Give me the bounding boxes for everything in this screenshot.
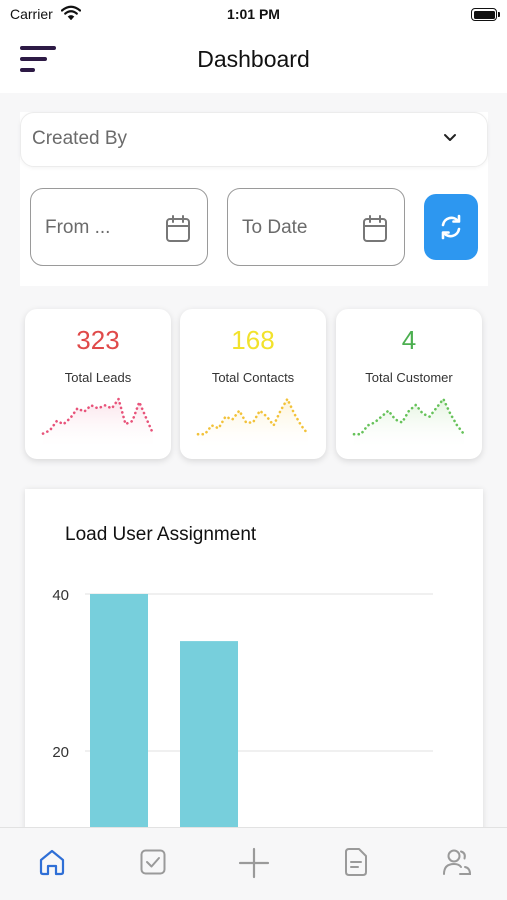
- refresh-button[interactable]: [424, 194, 478, 260]
- nav-bar: Dashboard: [0, 30, 507, 93]
- stat-value: 323: [76, 325, 120, 355]
- menu-icon-line: [20, 57, 47, 61]
- stat-value: 168: [231, 325, 275, 355]
- calendar-icon: [363, 215, 387, 242]
- menu-button[interactable]: [14, 42, 60, 78]
- wifi-icon: [61, 5, 81, 20]
- menu-icon-line: [20, 68, 35, 72]
- created-by-label: Created By: [32, 128, 128, 149]
- home-icon[interactable]: [37, 847, 67, 877]
- filter-panel: Created By From ... To Date: [20, 112, 488, 286]
- stat-card-customers[interactable]: 4 Total Customer: [336, 309, 482, 459]
- chart-title: Load User Assignment: [65, 524, 257, 545]
- bar: [90, 594, 148, 834]
- sparkline-chart: [352, 396, 466, 447]
- from-date-label: From ...: [45, 217, 111, 238]
- plus-icon[interactable]: [238, 847, 270, 879]
- refresh-icon: [441, 214, 461, 240]
- sparkline-area: [354, 399, 464, 447]
- sparkline-chart: [196, 396, 310, 447]
- carrier-label: Carrier: [10, 6, 53, 22]
- users-icon[interactable]: [442, 847, 472, 877]
- sparkline-line: [41, 396, 155, 435]
- document-icon[interactable]: [342, 847, 370, 877]
- y-tick-label: 40: [52, 587, 69, 604]
- menu-icon: [20, 46, 56, 50]
- sparkline-line: [196, 396, 310, 436]
- created-by-dropdown[interactable]: Created By: [20, 112, 488, 167]
- to-date-label: To Date: [242, 217, 308, 238]
- calendar-icon: [166, 215, 190, 242]
- stat-label: Total Customer: [365, 370, 453, 385]
- y-tick-label: 20: [52, 744, 69, 761]
- sparkline-line: [352, 396, 466, 436]
- chevron-down-icon: [444, 134, 456, 141]
- bar: [180, 641, 238, 834]
- page-title: Dashboard: [197, 46, 310, 72]
- stat-value: 4: [401, 325, 417, 355]
- sparkline-chart: [41, 396, 155, 447]
- checkbox-icon[interactable]: [138, 847, 168, 877]
- status-bar: Carrier 1:01 PM: [0, 0, 507, 30]
- from-date-field[interactable]: From ...: [30, 188, 208, 266]
- sparkline-area: [43, 399, 153, 447]
- tab-bar: [0, 827, 507, 900]
- to-date-field[interactable]: To Date: [227, 188, 405, 266]
- clock: 1:01 PM: [227, 6, 280, 22]
- stat-card-contacts[interactable]: 168 Total Contacts: [180, 309, 326, 459]
- stat-label: Total Contacts: [211, 370, 295, 385]
- chart-card: Load User Assignment 20 40: [25, 489, 483, 834]
- stat-label: Total Leads: [64, 370, 132, 385]
- stat-card-leads[interactable]: 323 Total Leads: [25, 309, 171, 459]
- battery-icon: [471, 8, 500, 21]
